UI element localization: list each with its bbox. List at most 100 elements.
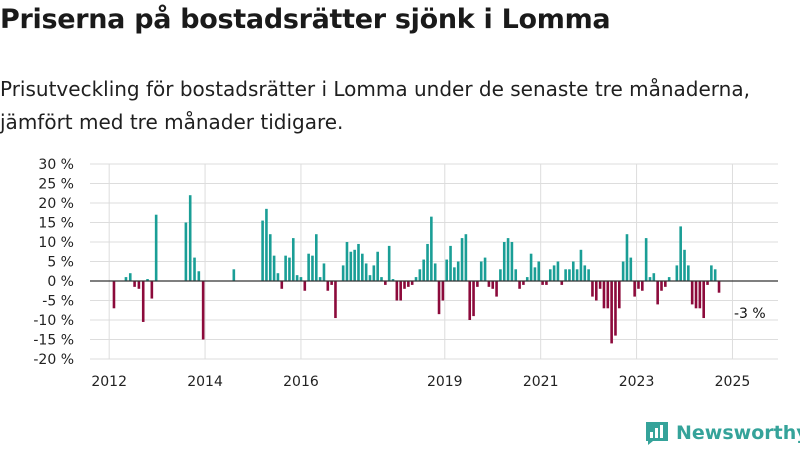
bar <box>690 281 694 305</box>
bar <box>479 261 483 281</box>
bar <box>303 281 307 291</box>
bar <box>575 269 579 281</box>
bar <box>602 281 606 309</box>
bar <box>453 267 456 281</box>
bar <box>188 195 192 281</box>
bar <box>291 238 295 281</box>
bar <box>522 281 525 285</box>
bar <box>407 281 410 287</box>
x-tick-label: 2014 <box>187 374 223 390</box>
bar <box>184 222 188 281</box>
bar <box>399 281 402 301</box>
bar <box>430 216 433 281</box>
bar <box>518 281 521 289</box>
bar <box>318 277 322 281</box>
bar <box>284 255 287 281</box>
bar <box>637 281 640 289</box>
y-tick-label: 20 % <box>38 196 74 212</box>
y-tick-label: 15 % <box>38 216 74 232</box>
bar <box>133 281 136 287</box>
bar <box>648 277 652 281</box>
bar <box>537 261 541 281</box>
bar <box>525 277 529 281</box>
bar <box>491 281 495 289</box>
bar <box>124 277 128 281</box>
bar <box>606 281 610 309</box>
bar <box>384 281 387 285</box>
bar <box>698 281 702 309</box>
bar <box>713 269 717 281</box>
bar <box>437 281 441 315</box>
bar <box>137 281 141 289</box>
chart-subtitle: Prisutveckling för bostadsrätter i Lomma… <box>0 77 750 134</box>
bar <box>610 281 613 344</box>
bar <box>629 257 633 281</box>
bar <box>552 265 556 281</box>
bar <box>345 242 349 281</box>
bar <box>614 281 617 336</box>
bar <box>710 265 713 281</box>
y-tick-label: 25 % <box>38 177 74 193</box>
axis-layer: 30 % 25 % 20 % 15 % 10 % 5 % 0 % -5 % -10 % -15 %… <box>33 157 778 390</box>
bar <box>426 243 429 281</box>
bar <box>445 259 449 281</box>
bar <box>499 269 502 281</box>
bar <box>361 253 364 281</box>
bar <box>387 245 391 281</box>
bar <box>625 234 629 281</box>
bar <box>433 263 437 281</box>
bar <box>326 281 330 291</box>
bar <box>556 261 560 281</box>
bar <box>717 281 721 293</box>
bar <box>334 281 337 319</box>
bar <box>656 281 659 305</box>
y-tick-label: 10 % <box>38 235 74 251</box>
x-tick-label: 2023 <box>619 374 655 390</box>
bar <box>564 269 567 281</box>
bar <box>644 238 648 281</box>
bar <box>545 281 548 285</box>
x-tick-label: 2025 <box>715 374 751 390</box>
bar <box>548 269 552 281</box>
bar <box>618 281 621 309</box>
bar <box>652 273 656 281</box>
y-tick-label: -10 % <box>33 313 74 329</box>
bar <box>641 281 644 291</box>
bar <box>349 251 353 281</box>
bar <box>391 279 395 281</box>
bar <box>268 234 272 281</box>
bar <box>579 249 583 281</box>
bar <box>529 253 533 281</box>
bar <box>295 275 299 281</box>
x-tick-label: 2016 <box>283 374 319 390</box>
bar <box>675 265 679 281</box>
bar <box>702 281 705 319</box>
bar <box>468 281 472 320</box>
bar <box>633 281 636 297</box>
bar <box>560 281 564 285</box>
bar <box>395 281 399 301</box>
bar <box>232 269 236 281</box>
y-tick-label: 30 % <box>38 157 74 173</box>
bar <box>353 249 356 281</box>
bar <box>502 242 506 281</box>
bar <box>679 226 682 281</box>
y-tick-label: -20 % <box>33 352 74 368</box>
bar <box>510 242 514 281</box>
bar <box>403 281 406 289</box>
bar <box>506 238 510 281</box>
brand-name: Newsworthy <box>676 422 800 444</box>
x-tick-label: 2019 <box>427 374 463 390</box>
y-tick-label: -15 % <box>33 333 74 349</box>
newsworthy-brand: Newsworthy <box>644 419 800 447</box>
bar <box>380 277 383 281</box>
y-tick-label: 0 % <box>47 274 74 290</box>
bar <box>667 277 671 281</box>
bar <box>441 281 445 301</box>
bar <box>307 253 310 281</box>
latest-value-annotation: -3 % <box>734 306 766 322</box>
y-tick-label: 5 % <box>47 255 74 271</box>
bar <box>288 257 291 281</box>
bar <box>410 281 414 285</box>
bar <box>141 281 145 322</box>
